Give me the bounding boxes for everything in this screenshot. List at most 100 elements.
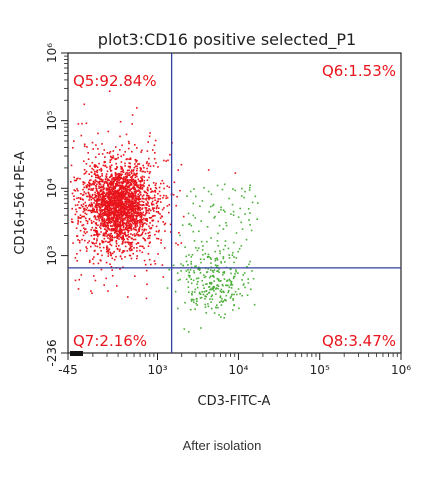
data-point (97, 193, 100, 196)
data-point (96, 200, 98, 202)
data-point (144, 171, 146, 173)
data-point (177, 169, 179, 171)
data-point (128, 186, 131, 188)
data-point (145, 191, 148, 194)
data-point (131, 241, 134, 244)
data-point (204, 275, 207, 278)
data-point (102, 209, 105, 211)
x-tick-label: 10⁶ (391, 363, 411, 377)
data-point (128, 142, 130, 145)
data-point (100, 180, 102, 183)
data-point (109, 251, 111, 254)
data-point (74, 190, 77, 192)
data-point (122, 186, 124, 188)
data-point (103, 212, 105, 215)
data-point (107, 187, 109, 190)
data-point (122, 193, 124, 195)
data-point (105, 232, 108, 235)
data-point (116, 206, 118, 208)
data-point (137, 193, 140, 196)
data-point (198, 268, 200, 271)
data-point (106, 196, 109, 199)
data-point (97, 234, 99, 236)
data-point (103, 284, 105, 286)
data-point (216, 259, 219, 261)
data-point (139, 188, 141, 190)
data-point (110, 201, 112, 204)
data-point (132, 174, 134, 177)
data-point (126, 198, 128, 201)
data-point (107, 237, 109, 239)
data-point (107, 195, 109, 197)
data-point (130, 184, 133, 186)
data-point (103, 200, 106, 202)
data-point (164, 230, 166, 232)
data-point (108, 215, 110, 218)
data-point (153, 194, 156, 197)
data-point (180, 263, 182, 265)
data-point (139, 223, 141, 225)
data-point (117, 200, 119, 202)
data-point (223, 278, 226, 280)
data-point (202, 274, 205, 276)
data-point (87, 184, 90, 187)
data-point (76, 204, 79, 206)
data-point (94, 170, 96, 173)
data-point (128, 158, 130, 160)
data-point (101, 201, 104, 204)
data-point (117, 198, 119, 201)
data-point (212, 285, 215, 288)
data-point (122, 209, 125, 211)
data-point (151, 197, 153, 200)
data-point (97, 195, 100, 198)
data-point (148, 198, 150, 201)
data-point (104, 178, 107, 180)
data-point (124, 162, 126, 165)
data-point (143, 229, 145, 232)
data-point (88, 261, 91, 263)
data-point (228, 289, 230, 292)
data-point (114, 178, 117, 181)
data-point (113, 216, 116, 218)
data-point (110, 202, 112, 205)
data-point (92, 208, 94, 211)
data-point (87, 152, 89, 154)
data-point (242, 284, 245, 286)
data-point (131, 248, 133, 251)
data-point (95, 176, 97, 179)
data-point (120, 174, 122, 177)
data-point (90, 202, 93, 204)
data-point (122, 222, 124, 224)
data-point (91, 167, 93, 170)
data-point (245, 238, 248, 241)
data-point (146, 209, 148, 212)
data-point (133, 228, 135, 231)
data-point (88, 173, 90, 175)
data-point (232, 210, 235, 213)
data-point (122, 211, 124, 214)
data-point (193, 291, 196, 293)
data-point (153, 210, 155, 212)
data-point (101, 143, 103, 145)
data-point (99, 246, 101, 249)
data-point (145, 218, 147, 220)
data-point (137, 189, 140, 191)
data-point (136, 221, 138, 223)
data-point (232, 214, 235, 216)
data-point (107, 290, 109, 292)
data-point (108, 217, 111, 219)
data-point (135, 217, 138, 220)
data-point (153, 260, 156, 262)
data-point (141, 170, 144, 173)
data-point (250, 288, 252, 291)
data-point (187, 269, 189, 271)
data-point (199, 297, 202, 299)
data-point (110, 235, 113, 238)
data-point (213, 290, 215, 292)
data-point (145, 210, 147, 212)
data-point (126, 158, 128, 160)
data-point (119, 195, 122, 197)
data-point (129, 215, 131, 218)
data-point (148, 195, 150, 197)
data-point (96, 176, 99, 179)
